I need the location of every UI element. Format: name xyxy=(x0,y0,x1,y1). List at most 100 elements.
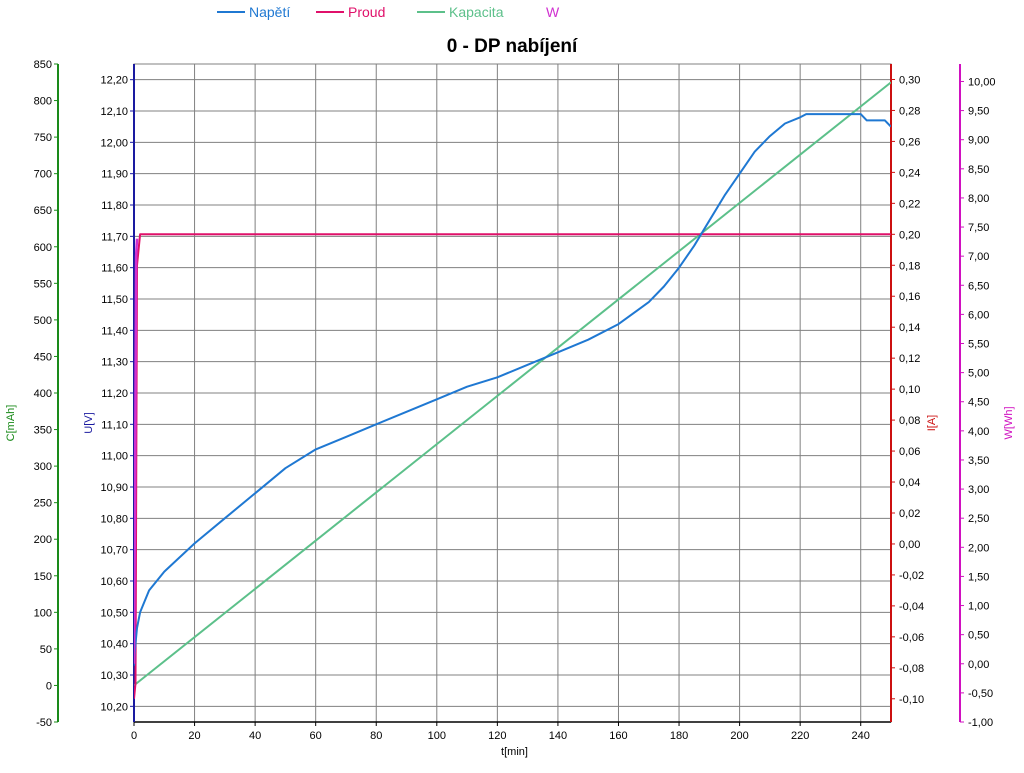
energy-tick-label: 8,00 xyxy=(968,193,989,205)
energy-tick-label: 7,50 xyxy=(968,222,989,234)
x-tick-label: 80 xyxy=(370,730,382,742)
capacity-tick-label: 400 xyxy=(34,388,52,400)
voltage-axis-title: U[V] xyxy=(83,412,95,433)
energy-tick-label: 5,00 xyxy=(968,368,989,380)
legend-item: W xyxy=(546,4,560,20)
energy-tick-label: 3,50 xyxy=(968,455,989,467)
current-tick-label: -0,06 xyxy=(899,632,924,644)
current-tick-label: 0,10 xyxy=(899,384,920,396)
x-tick-label: 140 xyxy=(549,730,567,742)
x-tick-label: 100 xyxy=(428,730,446,742)
energy-tick-label: 2,50 xyxy=(968,513,989,525)
x-tick-label: 40 xyxy=(249,730,261,742)
current-tick-label: 0,06 xyxy=(899,446,920,458)
current-tick-label: 0,26 xyxy=(899,136,920,148)
energy-tick-label: 4,50 xyxy=(968,397,989,409)
chart-title: 0 - DP nabíjení xyxy=(447,36,578,57)
capacity-tick-label: 0 xyxy=(46,680,52,692)
voltage-axis: 10,20 10,30 10,40 10,50 10,60 10,70 10,80 10,90… xyxy=(83,64,135,722)
current-tick-label: 0,02 xyxy=(899,508,920,520)
capacity-tick-label: 250 xyxy=(34,498,52,510)
current-tick-label: 0,14 xyxy=(899,322,920,334)
axes: 0 20 40 60 80 100 120 140 160 180 200 220 240 t[min] -… xyxy=(5,59,1015,758)
voltage-tick-label: 11,00 xyxy=(101,451,128,463)
capacity-tick-label: 150 xyxy=(34,571,52,583)
energy-tick-label: -1,00 xyxy=(968,717,993,729)
energy-tick-label: 9,00 xyxy=(968,135,989,147)
current-tick-label: 0,22 xyxy=(899,198,920,210)
voltage-tick-label: 11,40 xyxy=(101,325,128,337)
capacity-tick-label: 650 xyxy=(34,205,52,217)
x-tick-label: 0 xyxy=(131,730,137,742)
voltage-tick-label: 12,10 xyxy=(100,106,128,118)
current-tick-label: 0,24 xyxy=(899,167,920,179)
energy-axis-title: W[Wh] xyxy=(1003,407,1015,440)
voltage-tick-label: 11,20 xyxy=(101,388,128,400)
voltage-tick-label: 10,80 xyxy=(100,513,128,525)
current-tick-label: -0,04 xyxy=(899,601,924,613)
voltage-tick-label: 11,70 xyxy=(101,231,128,243)
voltage-tick-label: 11,80 xyxy=(101,200,128,212)
capacity-tick-label: 550 xyxy=(34,278,52,290)
current-tick-label: -0,08 xyxy=(899,663,924,675)
legend-label: Napětí xyxy=(249,4,290,20)
voltage-tick-label: 10,50 xyxy=(100,607,128,619)
capacity-tick-label: 700 xyxy=(34,169,52,181)
energy-tick-label: 6,00 xyxy=(968,309,989,321)
energy-axis: -1,00 -0,50 0,00 0,50 1,00 1,50 2,00 2,50 3,00 3,… xyxy=(959,64,1015,729)
capacity-tick-label: 750 xyxy=(34,132,52,144)
capacity-tick-label: 800 xyxy=(34,96,52,108)
capacity-tick-label: 350 xyxy=(34,425,52,437)
voltage-tick-label: 10,60 xyxy=(100,576,128,588)
current-tick-label: 0,30 xyxy=(899,74,920,86)
current-tick-label: 0,00 xyxy=(899,539,920,551)
x-tick-label: 20 xyxy=(188,730,200,742)
energy-tick-label: 0,50 xyxy=(968,630,989,642)
current-tick-label: 0,20 xyxy=(899,229,920,241)
capacity-tick-label: 50 xyxy=(40,644,52,656)
current-tick-label: 0,28 xyxy=(899,105,920,117)
legend-item: Napětí xyxy=(217,4,290,20)
voltage-tick-label: 12,20 xyxy=(100,75,128,87)
voltage-tick-label: 10,40 xyxy=(100,639,128,651)
current-tick-label: 0,04 xyxy=(899,477,920,489)
energy-tick-label: 4,00 xyxy=(968,426,989,438)
current-tick-label: 0,16 xyxy=(899,291,920,303)
current-tick-label: 0,12 xyxy=(899,353,920,365)
legend-label: W xyxy=(546,4,560,20)
current-tick-label: -0,10 xyxy=(899,694,924,706)
energy-tick-label: 5,50 xyxy=(968,339,989,351)
series-napt-line xyxy=(134,113,891,666)
energy-tick-label: 9,50 xyxy=(968,106,989,118)
current-tick-label: 0,08 xyxy=(899,415,920,427)
energy-tick-label: 1,00 xyxy=(968,601,989,613)
legend-label: Kapacita xyxy=(449,4,504,20)
voltage-tick-label: 10,90 xyxy=(100,482,128,494)
energy-tick-label: -0,50 xyxy=(968,688,993,700)
legend-item: Kapacita xyxy=(417,4,504,20)
capacity-tick-label: 600 xyxy=(34,242,52,254)
x-tick-label: 120 xyxy=(488,730,506,742)
capacity-axis: -50 0 50 100 150 200 250 300 350 400 450 500 550 600 6… xyxy=(5,59,59,729)
capacity-tick-label: 850 xyxy=(34,59,52,71)
legend-item: Proud xyxy=(316,4,385,20)
legend: Napětí Proud Kapacita W xyxy=(217,4,560,20)
energy-tick-label: 10,00 xyxy=(968,76,996,88)
capacity-tick-label: 200 xyxy=(34,534,52,546)
energy-tick-label: 1,50 xyxy=(968,571,989,583)
capacity-tick-label: 100 xyxy=(34,607,52,619)
voltage-tick-label: 11,50 xyxy=(101,294,128,306)
x-tick-label: 60 xyxy=(310,730,322,742)
voltage-tick-label: 11,30 xyxy=(101,357,128,369)
capacity-tick-label: 500 xyxy=(34,315,52,327)
voltage-tick-label: 11,60 xyxy=(101,263,128,275)
x-tick-label: 200 xyxy=(730,730,748,742)
x-tick-label: 240 xyxy=(852,730,870,742)
capacity-tick-label: -50 xyxy=(36,717,52,729)
voltage-tick-label: 10,70 xyxy=(100,545,128,557)
energy-tick-label: 6,50 xyxy=(968,280,989,292)
current-tick-label: 0,18 xyxy=(899,260,920,272)
x-tick-label: 220 xyxy=(791,730,809,742)
energy-tick-label: 3,00 xyxy=(968,484,989,496)
